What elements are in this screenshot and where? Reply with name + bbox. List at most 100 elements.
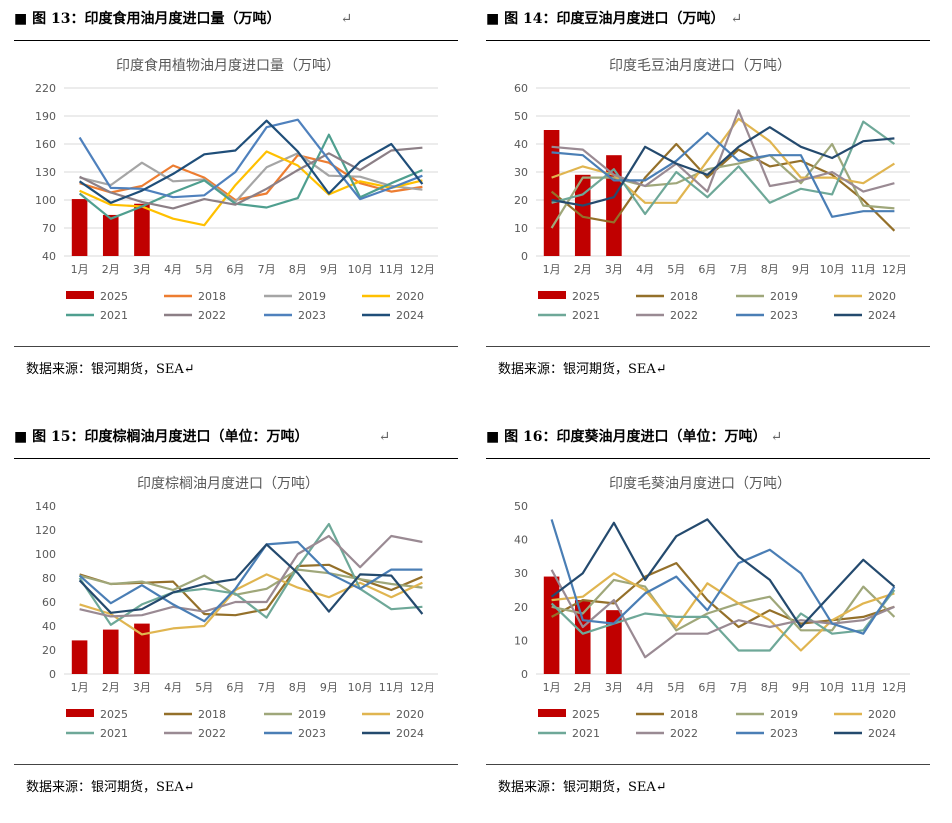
y-tick-label: 220 (35, 82, 56, 95)
figure-title-text: 图 13：印度食用油月度进口量（万吨） (32, 11, 281, 27)
x-tick-label: 3月 (605, 263, 623, 276)
line-series-2024 (78, 543, 424, 615)
y-tick-label: 40 (514, 534, 528, 547)
x-tick-label: 12月 (882, 263, 907, 276)
x-tick-label: 1月 (543, 263, 561, 276)
y-tick-label: 190 (35, 110, 56, 123)
source-note: 数据来源：银河期货，SEA↵ (26, 780, 195, 795)
bar-2025-2 (102, 214, 119, 256)
y-tick-label: 0 (521, 250, 528, 263)
y-tick-label: 0 (521, 668, 528, 681)
chart-bottom-rule (486, 346, 930, 347)
x-tick-label: 4月 (636, 681, 654, 694)
y-tick-label: 50 (514, 110, 528, 123)
legend-label: 2023 (770, 727, 798, 740)
source-note: 数据来源：银河期货，SEA↵ (498, 362, 667, 377)
return-mark: ↵ (770, 429, 783, 445)
x-tick-label: 5月 (667, 263, 685, 276)
figure-title: ■ 图 14：印度豆油月度进口（万吨） ↵ (486, 11, 743, 27)
y-tick-label: 140 (35, 500, 56, 513)
line-series-2021 (551, 120, 896, 216)
line-series-2021 (78, 522, 423, 626)
x-tick-label: 3月 (133, 263, 151, 276)
x-tick-label: 6月 (226, 263, 244, 276)
x-tick-label: 9月 (792, 681, 810, 694)
line-series-2023 (550, 519, 896, 635)
line-series-2023 (78, 540, 423, 623)
y-tick-label: 50 (514, 500, 528, 513)
line-series-2021 (78, 133, 423, 220)
y-tick-label: 20 (514, 194, 528, 207)
legend-label: 2025 (572, 290, 600, 303)
legend-label: 2025 (572, 708, 600, 721)
y-tick-label: 100 (35, 194, 56, 207)
y-tick-label: 160 (35, 138, 56, 151)
x-tick-label: 12月 (882, 681, 907, 694)
return-mark: ↵ (730, 11, 743, 27)
x-tick-label: 11月 (851, 681, 876, 694)
legend-label: 2023 (298, 727, 326, 740)
legend-label: 2020 (868, 290, 896, 303)
x-tick-label: 11月 (851, 263, 876, 276)
line-series-2021 (550, 589, 896, 652)
y-tick-label: 10 (514, 222, 528, 235)
figure-title: ■ 图 15：印度棕榈油月度进口（单位：万吨） ↵ (14, 429, 391, 445)
line-series-2023 (551, 131, 895, 218)
x-tick-label: 10月 (348, 263, 373, 276)
y-tick-label: 40 (42, 620, 56, 633)
x-tick-label: 7月 (258, 681, 276, 694)
y-tick-label: 70 (42, 222, 56, 235)
legend-label: 2018 (670, 290, 698, 303)
y-tick-label: 40 (514, 138, 528, 151)
legend-label: 2025 (100, 290, 128, 303)
x-tick-label: 4月 (164, 263, 182, 276)
figure-title-text: 图 14：印度豆油月度进口（万吨） (504, 11, 725, 27)
bar-2025-1 (71, 199, 88, 256)
line-series-2020 (551, 572, 895, 652)
chart-16: 印度毛葵油月度进口（万吨） 0 10 20 30 40 50 1月 2月 3月 4月 5月 6月 7月 8月… (514, 476, 910, 740)
y-tick-label: 40 (42, 250, 56, 263)
figure-14-panel: ■ 图 14：印度豆油月度进口（万吨） ↵ 印度毛豆油月度进口（万吨） 0 10 20 3… (472, 0, 942, 405)
line-series-2018 (550, 142, 896, 232)
legend-swatch-2025 (538, 291, 566, 299)
line-series-2020 (79, 150, 423, 227)
y-tick-label: 30 (514, 166, 528, 179)
chart-title: 印度毛葵油月度进口（万吨） (609, 476, 791, 492)
x-tick-label: 7月 (730, 681, 748, 694)
figure-title-text: 图 16：印度葵油月度进口（单位：万吨） (504, 429, 767, 445)
line-series-2023 (78, 118, 423, 201)
legend-label: 2023 (770, 309, 798, 322)
y-tick-label: 0 (49, 668, 56, 681)
y-tick-label: 100 (35, 548, 56, 561)
line-series-2019 (79, 152, 423, 203)
legend-label: 2021 (100, 309, 128, 322)
y-tick-label: 60 (514, 82, 528, 95)
x-tick-label: 9月 (320, 263, 338, 276)
x-tick-label: 2月 (574, 681, 592, 694)
x-tick-label: 3月 (133, 681, 151, 694)
y-tick-label: 30 (514, 567, 528, 580)
figure-13-panel: ■ 图 13：印度食用油月度进口量（万吨） ↵ 印度食用植物油月度进口量（万吨） 4… (0, 0, 470, 405)
title-rule (486, 458, 930, 459)
bar-2025-3 (134, 623, 150, 674)
x-tick-label: 8月 (289, 681, 307, 694)
chart-15: 印度棕榈油月度进口（万吨） 0 20 40 60 80 100 120 140 1月 2月 3月 4月 5… (35, 476, 438, 740)
legend-label: 2019 (298, 290, 326, 303)
title-rule (14, 458, 458, 459)
x-tick-label: 1月 (543, 681, 561, 694)
chart-bottom-rule (14, 764, 458, 765)
bar-2025-1 (543, 576, 560, 674)
x-tick-label: 12月 (410, 263, 435, 276)
x-tick-label: 5月 (195, 681, 213, 694)
legend-label: 2021 (572, 727, 600, 740)
y-tick-label: 10 (514, 634, 528, 647)
legend-label: 2020 (868, 708, 896, 721)
bar-2025-3 (134, 203, 150, 256)
source-note: 数据来源：银河期货，SEA↵ (498, 780, 667, 795)
legend-swatch-2025 (538, 709, 566, 717)
bar-2025-1 (71, 640, 88, 674)
legend-label: 2018 (198, 708, 226, 721)
legend-swatch-2025 (66, 291, 94, 299)
y-tick-label: 60 (42, 596, 56, 609)
legend-label: 2022 (198, 727, 226, 740)
